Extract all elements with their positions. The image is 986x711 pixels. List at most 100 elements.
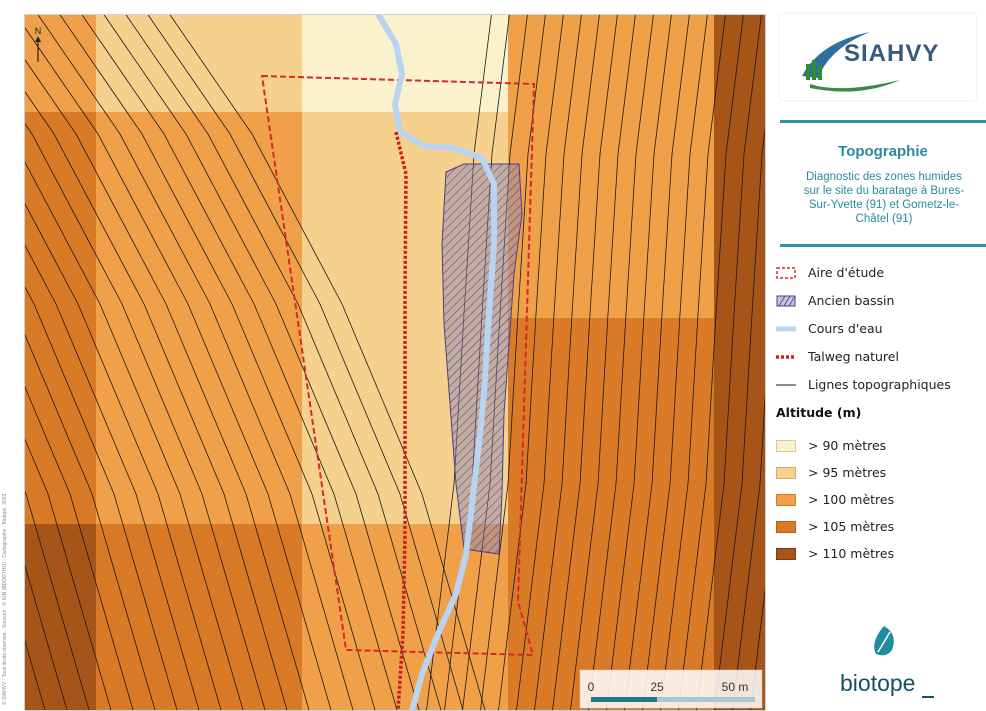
- siahvy-logo-text: SIAHVY: [844, 40, 940, 67]
- old-basin-swatch-icon: [776, 295, 796, 307]
- altitude-swatch: [776, 548, 796, 560]
- contour-line: [37, 14, 354, 711]
- biotope-underline: [922, 696, 934, 698]
- map-title: Topographie: [838, 143, 928, 160]
- legend-label: > 90 mètres: [808, 438, 887, 453]
- legend-altitude-90[interactable]: > 90 mètres: [776, 436, 986, 456]
- legend-contours[interactable]: Lignes topographiques: [776, 375, 986, 395]
- contour-line: [570, 14, 636, 711]
- subtitle-line: Sur-Yvette (91) et Gometz-le-: [808, 199, 960, 211]
- contour-line: [24, 284, 178, 711]
- siahvy-logo: SIAHVY: [780, 14, 976, 100]
- altitude-cell: [302, 14, 508, 112]
- altitude-cell: [508, 318, 714, 524]
- altitude-cell: [714, 318, 766, 524]
- altitude-legend-title: Altitude (m): [776, 405, 862, 420]
- contour-line: [24, 201, 222, 711]
- contour-line: [732, 375, 766, 711]
- legend-altitude-105[interactable]: > 105 mètres: [776, 517, 986, 537]
- contour-line: [516, 14, 582, 711]
- contour-line: [696, 14, 762, 711]
- contour-line: [103, 14, 420, 711]
- contour-line: [552, 14, 618, 711]
- contour-line: [642, 14, 708, 711]
- contour-line: [24, 561, 68, 711]
- header-rule-bottom: [780, 244, 986, 247]
- altitude-swatch: [776, 521, 796, 533]
- legend-label: Talweg naturel: [808, 349, 899, 364]
- legend-altitude-100[interactable]: > 100 mètres: [776, 490, 986, 510]
- altitude-swatch: [776, 467, 796, 479]
- contour-line: [24, 488, 90, 711]
- siahvy-emblem-icon: [802, 32, 900, 92]
- altitude-cell: [24, 14, 96, 112]
- contour-line: [169, 14, 486, 711]
- legend-panel: SIAHVY Topographie Diagnostic des zones …: [776, 0, 986, 711]
- map-credits: © SIAHVY - Tous droits réservés - Source…: [2, 493, 8, 705]
- legend-study-area[interactable]: Aire d'étude: [776, 263, 986, 283]
- altitude-cell: [96, 318, 302, 524]
- scale-tick-50: 50 m: [722, 680, 749, 694]
- contour-line: [714, 118, 766, 711]
- scale-tick-0: 0: [588, 680, 595, 694]
- subtitle-line: sur le site du baratage à Bures-: [803, 185, 965, 197]
- contour-line: [24, 159, 244, 711]
- talweg-swatch-icon: [776, 355, 796, 359]
- legend-label: Cours d'eau: [808, 321, 883, 336]
- subtitle-line: Châtel (91): [855, 213, 913, 225]
- legend-label: Lignes topographiques: [808, 377, 951, 392]
- altitude-cell: [96, 524, 302, 711]
- contour-line: [660, 14, 726, 711]
- biotope-logo-text: biotope: [840, 670, 916, 696]
- contour-line: [678, 14, 744, 711]
- contour-line: [125, 14, 442, 711]
- altitude-cell: [24, 318, 96, 524]
- legend-river[interactable]: Cours d'eau: [776, 319, 986, 339]
- north-label: N: [35, 26, 42, 36]
- river-line[interactable]: [375, 14, 497, 711]
- altitude-cell: [24, 524, 96, 711]
- study-area-swatch-icon: [776, 267, 796, 279]
- contour-swatch-icon: [776, 384, 796, 386]
- contour-line: [24, 57, 310, 711]
- contour-lines: [24, 14, 766, 711]
- legend-altitude-110[interactable]: > 110 mètres: [776, 544, 986, 564]
- contour-line: [147, 14, 464, 711]
- contour-line: [534, 14, 600, 711]
- scale-bar: 0 25 50 m: [579, 669, 763, 709]
- legend-label: > 95 mètres: [808, 465, 887, 480]
- contour-line: [24, 242, 200, 711]
- header-rule-top: [780, 120, 986, 123]
- subtitle-line: Diagnostic des zones humides: [806, 171, 962, 183]
- legend-talweg[interactable]: Talweg naturel: [776, 347, 986, 367]
- contour-line: [24, 121, 266, 711]
- scale-tick-25: 25: [650, 680, 664, 694]
- topographic-map[interactable]: N 0 25 50 m: [24, 14, 766, 711]
- contour-line: [606, 14, 672, 711]
- river-swatch-icon: [776, 326, 796, 332]
- study-area-polygon[interactable]: [260, 74, 536, 657]
- altitude-swatch: [776, 494, 796, 506]
- old-basin-hatch: [442, 164, 522, 554]
- altitude-cell: [96, 112, 302, 318]
- contour-line: [24, 383, 134, 711]
- contour-line: [81, 14, 398, 711]
- legend-label: Aire d'étude: [808, 265, 885, 280]
- contour-line: [480, 14, 546, 711]
- contour-line: [24, 435, 112, 711]
- north-arrow: N: [35, 26, 42, 62]
- legend-old-basin[interactable]: Ancien bassin: [776, 291, 986, 311]
- altitude-cell: [96, 14, 302, 112]
- legend-label: > 105 mètres: [808, 519, 895, 534]
- legend-label: > 100 mètres: [808, 492, 895, 507]
- biotope-leaf-icon: [874, 626, 894, 656]
- altitude-cell: [508, 112, 714, 318]
- legend-label: Ancien bassin: [808, 293, 895, 308]
- contour-line: [498, 14, 564, 711]
- legend-label: > 110 mètres: [808, 546, 895, 561]
- map-subtitle: Diagnostic des zones humides sur le site…: [784, 170, 984, 226]
- altitude-swatch: [776, 440, 796, 452]
- altitude-cell: [714, 14, 766, 112]
- legend-altitude-95[interactable]: > 95 mètres: [776, 463, 986, 483]
- contour-line: [24, 25, 332, 711]
